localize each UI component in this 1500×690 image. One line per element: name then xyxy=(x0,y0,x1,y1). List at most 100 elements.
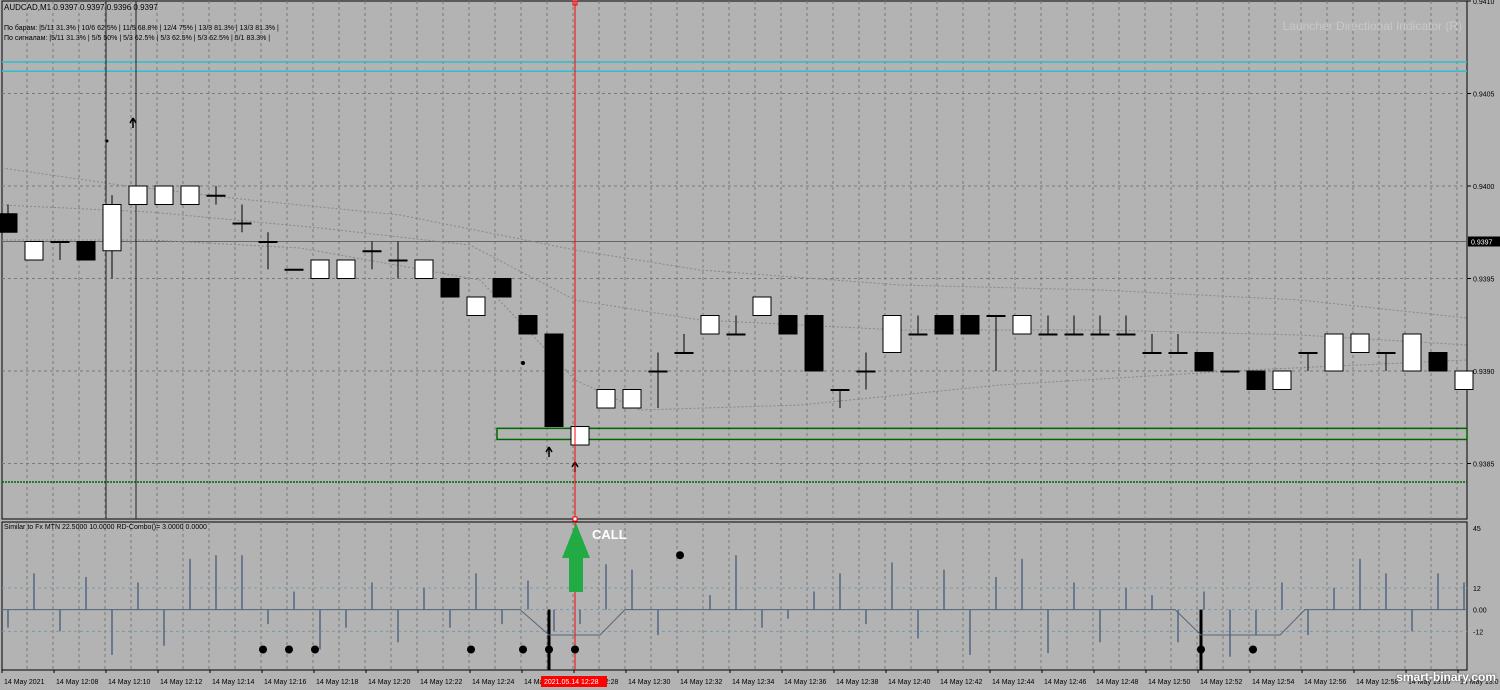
stats-bars-line: По барам: |5/11 31.3% | 10/6 62.5% | 11/… xyxy=(4,25,279,32)
time-axis-label: 14 May 12:46 xyxy=(1044,679,1087,686)
candle-bullish xyxy=(362,250,382,253)
time-axis-label: 14 May 12:42 xyxy=(940,679,983,686)
candle xyxy=(1324,333,1344,372)
time-axis-label: 14 May 12:22 xyxy=(420,679,463,686)
candle-bullish xyxy=(1272,370,1292,390)
price-axis-label: 0.9400 xyxy=(1473,184,1495,191)
time-axis-label: 14 May 13:0 xyxy=(1460,679,1499,686)
time-axis-label: 14 May 12:36 xyxy=(784,679,827,686)
candle xyxy=(856,352,876,390)
signal-dot xyxy=(676,551,684,560)
time-axis-label: 14 May 12:48 xyxy=(1096,679,1139,686)
candle xyxy=(1116,315,1136,336)
candle-bullish xyxy=(284,268,304,271)
time-axis-label: 14 May 12:38 xyxy=(836,679,879,686)
candle xyxy=(700,315,720,335)
candle-bullish xyxy=(24,241,44,261)
time-axis-label: 14 May 12:56 xyxy=(1304,679,1347,686)
signal-dot xyxy=(521,361,525,365)
candle xyxy=(388,241,408,279)
candle xyxy=(50,241,70,260)
candle-bullish xyxy=(388,259,408,262)
candle xyxy=(492,278,512,298)
candle-bullish xyxy=(128,185,148,205)
candle xyxy=(1012,315,1032,335)
candle-bullish xyxy=(1298,352,1318,354)
call-arrow-icon xyxy=(562,523,590,592)
candle-bullish xyxy=(50,241,70,243)
candle xyxy=(726,315,746,336)
candle xyxy=(1194,352,1214,372)
candle-bearish xyxy=(0,213,18,233)
candle-bullish xyxy=(1454,370,1474,390)
signal-dot xyxy=(467,645,475,654)
symbol-header: AUDCAD,M1 0.9397 0.9397 0.9396 0.9397 xyxy=(4,3,158,12)
candle xyxy=(986,315,1006,371)
candle xyxy=(804,315,824,372)
candle-bearish xyxy=(804,315,824,372)
oscillator-frame xyxy=(1,521,1468,671)
candle xyxy=(232,204,252,233)
candle xyxy=(180,185,200,205)
time-axis-label: 14 May 12:34 xyxy=(732,679,775,686)
candle-bullish xyxy=(726,333,746,336)
candle xyxy=(76,241,96,261)
oscillator-header: Similar to Fx MTN 22.5000 10.0000 RD-Com… xyxy=(4,524,207,531)
candle-bullish xyxy=(1376,352,1396,354)
candle xyxy=(336,259,356,279)
green-zone-box xyxy=(496,427,1468,441)
candle xyxy=(1428,352,1448,372)
candle xyxy=(258,232,278,270)
time-axis-label: 14 May 12:08 xyxy=(56,679,99,686)
candle xyxy=(362,241,382,270)
time-axis-label: 14 May 12:54 xyxy=(1252,679,1295,686)
candle-bearish xyxy=(440,278,460,298)
price-axis-label: 0.9405 xyxy=(1473,92,1495,99)
time-axis-label: 14 May 12:14 xyxy=(212,679,255,686)
candle-bullish xyxy=(1220,370,1240,373)
osc-axis-label: 12 xyxy=(1473,586,1481,593)
candle-bullish xyxy=(986,315,1006,317)
candle xyxy=(1454,370,1474,390)
time-axis-label: 14 May 2021 xyxy=(4,679,45,686)
oscillator-line xyxy=(2,609,1467,636)
candle xyxy=(1142,334,1162,354)
candle xyxy=(544,333,564,427)
candle xyxy=(284,268,304,271)
candle-bearish xyxy=(778,315,798,335)
candle-bullish xyxy=(466,296,486,316)
candle xyxy=(882,315,902,353)
candle xyxy=(102,195,122,279)
cursor-time-badge xyxy=(541,676,607,687)
candle xyxy=(466,296,486,316)
candle-bullish xyxy=(1116,333,1136,336)
candle-bullish xyxy=(622,389,642,409)
candle xyxy=(1350,333,1370,353)
signal-dot xyxy=(105,139,109,143)
candle-bearish xyxy=(1246,370,1266,390)
candle xyxy=(1038,315,1058,336)
candle xyxy=(128,185,148,205)
indicator-name: Launcher Directional Indicator (R) xyxy=(1282,19,1462,33)
time-axis-label: 14 May 12:30 xyxy=(628,679,671,686)
candle xyxy=(1090,315,1110,336)
candle xyxy=(908,315,928,336)
cursor-time-label: 2021.05.14 12:28 xyxy=(544,679,599,686)
candle-bearish xyxy=(76,241,96,261)
up-arrow-icon xyxy=(545,446,553,457)
osc-axis-label: 0.00 xyxy=(1473,608,1487,615)
candle-bullish xyxy=(1324,333,1344,372)
signal-dot xyxy=(311,645,319,654)
candle xyxy=(1376,352,1396,371)
candle xyxy=(1220,370,1240,373)
time-axis-label: 14 May 12:50 xyxy=(1148,679,1191,686)
candle xyxy=(570,426,590,446)
candle-bullish xyxy=(648,370,668,373)
cursor-handle xyxy=(572,0,578,6)
candle-bullish xyxy=(1168,352,1188,354)
stats-signals-line: По сигналам: |5/11 31.3% | 5/5 50% | 5/3… xyxy=(4,35,271,42)
price-axis-label: 0.9410 xyxy=(1473,0,1495,6)
candle-bearish xyxy=(492,278,512,298)
time-axis-label: 14 May 12:32 xyxy=(680,679,723,686)
